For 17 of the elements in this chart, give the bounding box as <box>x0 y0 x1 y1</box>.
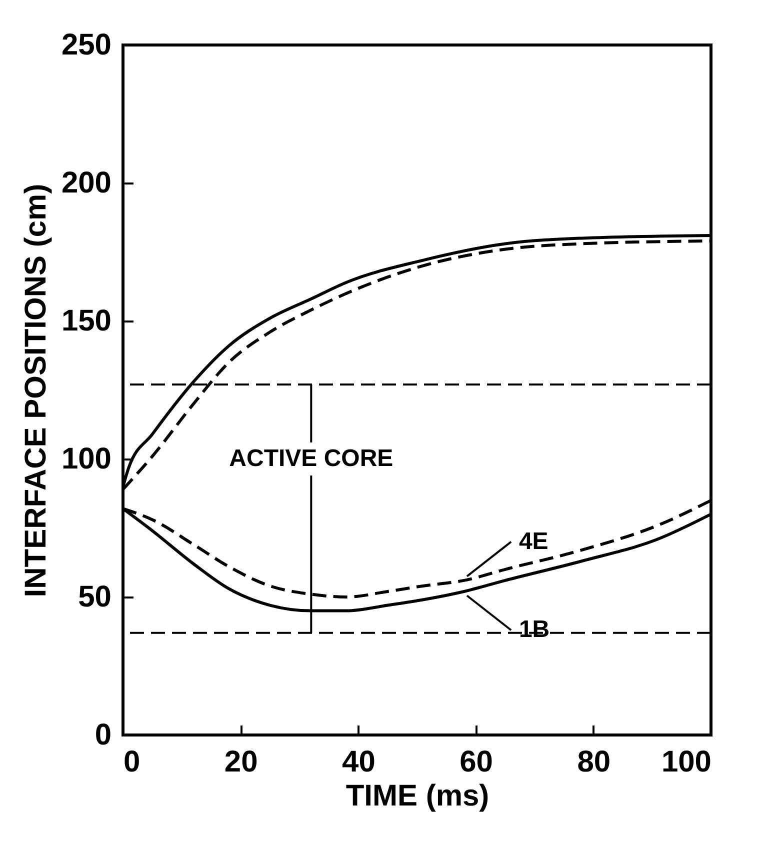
legend-label: 1B <box>518 616 550 644</box>
y-tick-label: 0 <box>94 718 112 752</box>
y-tick-label: 200 <box>61 166 112 200</box>
y-tick-label: 100 <box>61 442 112 476</box>
annotation: ACTIVE CORE <box>229 445 394 472</box>
x-tick-label: 20 <box>224 746 258 778</box>
x-tick-label: 40 <box>342 746 376 778</box>
y-tick-label: 150 <box>61 304 112 338</box>
x-tick-label: 80 <box>577 746 611 778</box>
x-tick-label: 100 <box>661 746 712 778</box>
y-axis-title: INTERFACE POSITIONS (cm) <box>19 184 52 598</box>
y-tick-label: 250 <box>61 28 112 62</box>
x-axis-title: TIME (ms) <box>346 780 490 812</box>
x-tick-label: 0 <box>124 746 140 778</box>
series-label: 4E <box>518 528 548 555</box>
x-tick-label: 60 <box>460 746 493 778</box>
y-tick-label: 50 <box>78 580 112 614</box>
